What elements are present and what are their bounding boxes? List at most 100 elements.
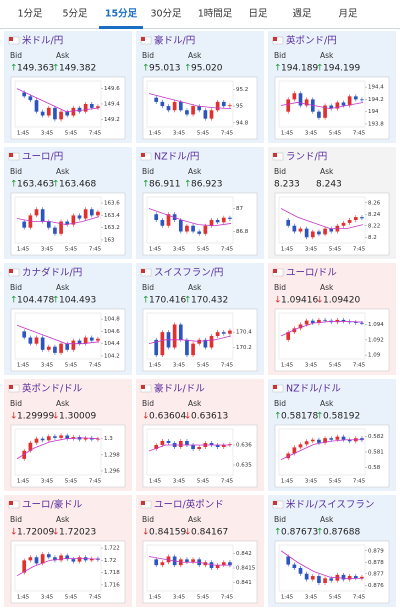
candle <box>96 338 100 341</box>
tab[interactable]: 1分足 <box>17 9 43 20</box>
candle <box>323 105 327 118</box>
candle <box>89 209 94 216</box>
x-tick-label: 3:45 <box>173 479 186 485</box>
candle <box>323 228 327 235</box>
pair-title[interactable]: 英ポンド/円 <box>286 35 337 47</box>
x-tick-label: 7:45 <box>353 595 366 601</box>
tab[interactable]: 15分足 <box>105 8 138 20</box>
candle <box>215 101 220 111</box>
pair-title[interactable]: 豪ドル/円 <box>154 35 195 47</box>
y-tick-label: 163.2 <box>104 225 120 231</box>
candle <box>185 559 189 563</box>
x-tick-label: 7:45 <box>353 479 366 485</box>
chart-box <box>142 424 258 488</box>
moving-average <box>16 216 100 226</box>
candle <box>286 99 291 112</box>
ask-value: 0.63613 <box>191 412 228 422</box>
candle <box>89 558 94 561</box>
x-tick-label: 5:45 <box>329 131 342 137</box>
bid-label: Bid <box>142 283 154 292</box>
pair-title[interactable]: 英ポンド/ドル <box>22 383 83 395</box>
bid-arrow: ↑ <box>142 296 150 306</box>
pair-title[interactable]: ランド/円 <box>286 152 327 163</box>
flag-mark <box>9 269 13 273</box>
bid-arrow: ↑ <box>10 180 18 190</box>
x-tick-label: 5:45 <box>65 595 78 601</box>
pair-title[interactable]: NZドル/円 <box>154 152 199 163</box>
candle <box>335 102 340 109</box>
candle <box>286 220 291 226</box>
pair-title[interactable]: ユーロ/円 <box>22 152 63 163</box>
tab[interactable]: 週足 <box>292 8 312 20</box>
y-tick-label: 104.2 <box>104 353 120 359</box>
pair-title[interactable]: ユーロ/ドル <box>286 268 337 279</box>
pair-title[interactable]: 米ドル/円 <box>22 35 63 47</box>
candle <box>353 217 358 220</box>
chart-box <box>274 540 390 604</box>
ask-value: 0.84167 <box>191 528 228 538</box>
candle <box>298 228 303 232</box>
y-tick-label: 149.2 <box>104 117 120 123</box>
candle <box>40 554 45 564</box>
tab[interactable]: 30分足 <box>150 9 182 20</box>
candle <box>65 555 70 560</box>
tab[interactable]: 月足 <box>338 9 358 20</box>
bid-label: Bid <box>10 167 22 176</box>
x-tick-label: 3:45 <box>305 131 318 137</box>
pair-title[interactable]: ユーロ/豪ドル <box>22 499 83 511</box>
chart-box <box>274 424 390 488</box>
ask-arrow: ↑ <box>52 180 60 190</box>
pair-title[interactable]: スイスフラン/円 <box>154 268 223 279</box>
candle <box>178 324 183 340</box>
bid-arrow: ↓ <box>274 296 282 306</box>
ask-value: 194.199 <box>323 64 360 74</box>
ask-arrow: ↓ <box>184 528 192 538</box>
pair-title[interactable]: 米ドル/スイスフラン <box>286 499 374 511</box>
y-tick-label: 149.4 <box>104 102 120 108</box>
pair-title[interactable]: ユーロ/英ポンド <box>154 499 224 511</box>
pair-title[interactable]: カナダドル/円 <box>22 267 82 279</box>
x-tick-label: 7:45 <box>353 131 366 137</box>
candle <box>166 556 171 563</box>
y-tick-label: 0.878 <box>368 560 384 566</box>
tab[interactable]: 5分足 <box>62 9 88 20</box>
flag-mark <box>273 501 277 505</box>
ask-arrow: ↑ <box>52 64 60 74</box>
tab[interactable]: 1時間足 <box>198 9 233 20</box>
candle <box>71 559 76 562</box>
x-tick-label: 7:45 <box>353 363 366 369</box>
y-tick-label: 8.22 <box>368 223 380 229</box>
y-tick-label: 104.8 <box>104 317 120 323</box>
candle <box>304 228 309 238</box>
ask-arrow: ↓ <box>184 412 192 422</box>
pair-title[interactable]: NZドル/ドル <box>286 384 341 395</box>
candle <box>197 231 202 234</box>
candle <box>221 445 226 447</box>
y-tick-label: 8.26 <box>368 200 381 206</box>
candle <box>96 106 100 108</box>
x-tick-label: 3:45 <box>173 363 186 369</box>
y-tick-label: 1.72 <box>104 558 116 564</box>
pair-title[interactable]: 豪ドル/ドル <box>154 383 205 395</box>
ask-value: 95.020 <box>191 64 223 74</box>
tab[interactable]: 日足 <box>248 9 268 20</box>
y-tick-label: 104.6 <box>104 329 120 335</box>
candle <box>160 101 165 107</box>
x-tick-label: 1:45 <box>281 131 294 137</box>
